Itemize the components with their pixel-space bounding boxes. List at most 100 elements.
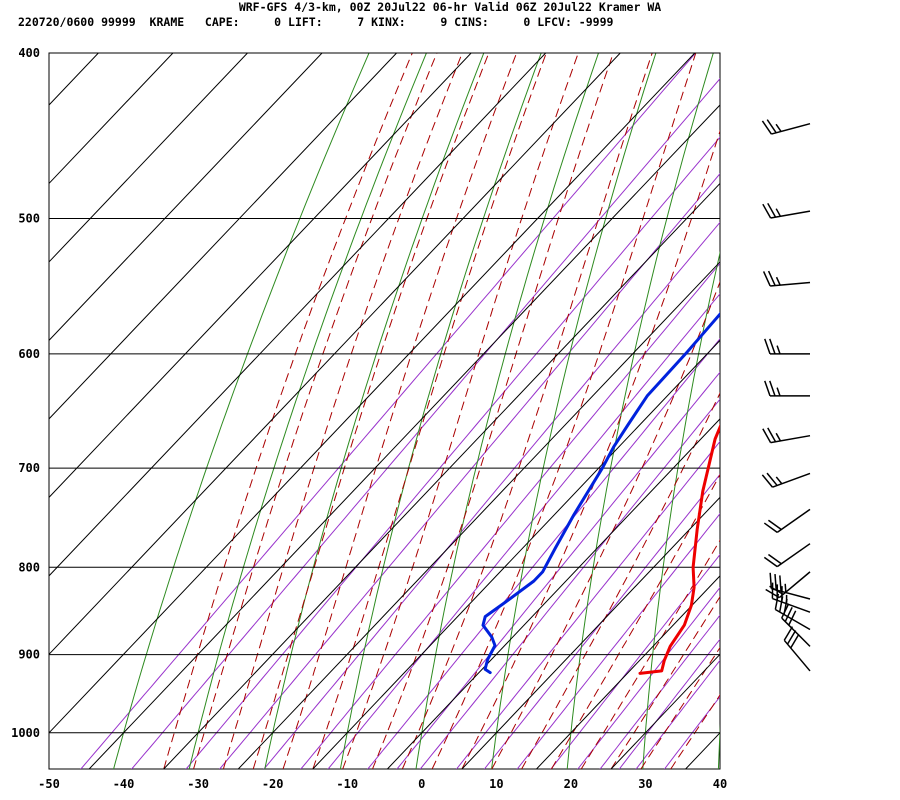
wind-barb-feather — [767, 270, 776, 286]
moist-adiabat — [342, 53, 579, 769]
y-tick-label: 1000 — [11, 726, 40, 740]
wind-barb — [774, 593, 811, 631]
wind-barb-feather — [790, 633, 800, 649]
grid-lines — [49, 53, 900, 769]
x-tick-label: -30 — [187, 777, 209, 791]
y-tick-label: 500 — [18, 212, 40, 226]
x-tick-label: 10 — [489, 777, 503, 791]
wind-barb-feather — [775, 276, 781, 286]
wind-barb-feather — [767, 553, 782, 565]
mixing-ratio-line — [185, 136, 720, 769]
mixing-ratio-line — [396, 371, 720, 769]
mixing-ratio-line — [327, 293, 720, 769]
wind-barb-feather — [769, 572, 773, 589]
wind-barb-feather — [784, 606, 793, 622]
x-tick-label: 40 — [713, 777, 727, 791]
mixing-ratio-line — [80, 53, 697, 769]
wind-barb — [765, 571, 811, 599]
dry-adiabats — [113, 34, 900, 776]
dry-adiabat — [717, 723, 720, 769]
mixing-ratio-line — [577, 586, 720, 769]
isotherm-line — [49, 53, 397, 420]
wind-barbs — [761, 119, 811, 672]
mixing-ratio-line — [483, 473, 720, 769]
wind-barb-feather — [767, 519, 782, 531]
moist-adiabat — [401, 53, 653, 769]
series-lines — [481, 311, 720, 675]
wind-barb-feather — [764, 380, 771, 397]
isotherm-line — [685, 732, 720, 769]
isotherm-line — [49, 53, 696, 734]
dewpoint-line — [481, 311, 720, 675]
wind-barb-feather — [769, 380, 776, 397]
wind-barb-feather — [763, 556, 778, 568]
chart-title: WRF-GFS 4/3-km, 00Z 20Jul22 06-hr Valid … — [238, 0, 662, 14]
mixing-ratio-line — [263, 221, 720, 769]
wind-barb — [762, 427, 811, 444]
isotherm-line — [461, 496, 720, 769]
dry-adiabat — [113, 53, 370, 769]
dry-adiabat — [869, 34, 900, 776]
moist-adiabat — [491, 280, 720, 769]
wind-barb-feather — [775, 208, 782, 217]
mixing-ratio-line — [663, 695, 720, 769]
chart-header: WRF-GFS 4/3-km, 00Z 20Jul22 06-hr Valid … — [0, 0, 900, 32]
y-tick-label: 700 — [18, 461, 40, 475]
mixing-ratio-line — [219, 172, 720, 769]
wind-barb-feather — [761, 474, 773, 488]
wind-barb-feather — [767, 427, 777, 443]
mixing-ratio-line — [516, 512, 720, 769]
moist-adiabat — [550, 473, 720, 769]
moist-adiabat — [640, 646, 720, 769]
wind-barb-shaft — [770, 210, 811, 219]
isotherm-line — [49, 53, 323, 342]
wind-barb-feather — [779, 575, 782, 592]
isotherm-line — [387, 418, 720, 769]
wind-barb-feather — [762, 271, 771, 287]
wind-barb-feather — [767, 202, 777, 218]
y-tick-label: 900 — [18, 648, 40, 662]
dry-adiabat — [566, 53, 714, 769]
moist-adiabat — [461, 129, 720, 769]
wind-barb-feather — [766, 119, 777, 134]
plot-border — [48, 52, 721, 770]
wind-barb-feather — [769, 338, 776, 355]
x-tick-label: -10 — [336, 777, 358, 791]
y-tick-label: 400 — [18, 46, 40, 60]
wind-barb — [764, 338, 810, 355]
wind-barb-feather — [763, 522, 778, 533]
x-tick-label: -40 — [113, 777, 135, 791]
wind-barb-feather — [786, 630, 797, 645]
moist-adiabat — [580, 539, 720, 769]
isotherm-line — [760, 53, 900, 769]
wind-barb — [762, 202, 811, 219]
wind-barb-shaft — [783, 639, 811, 672]
wind-barb-shaft — [781, 617, 811, 647]
wind-barb-feather — [765, 588, 780, 599]
plot-frame — [48, 52, 721, 770]
moist-adiabat — [193, 53, 438, 769]
wind-barb-feather — [769, 585, 784, 596]
mixing-ratio-line — [367, 337, 720, 769]
x-tick-label: 30 — [638, 777, 652, 791]
wind-barb-feather — [783, 626, 794, 641]
wind-barb-feather — [775, 432, 782, 442]
x-tick-label: -20 — [262, 777, 284, 791]
isotherm-line — [163, 182, 720, 769]
wind-barb-shaft — [772, 597, 811, 613]
mixing-ratio-line — [455, 440, 720, 769]
wind-barb — [764, 380, 810, 397]
sounding-indices: 220720/0600 99999 KRAME CAPE: 0 LIFT: 7 … — [18, 15, 614, 29]
wind-barb — [761, 472, 811, 488]
wind-barb-feather — [766, 472, 778, 486]
dry-adiabat — [794, 34, 890, 776]
wind-barb — [763, 543, 811, 568]
wind-barb — [761, 119, 811, 135]
dry-adiabat — [188, 53, 427, 769]
wind-barb-feather — [775, 476, 783, 485]
y-tick-label: 800 — [18, 560, 40, 574]
wind-barb-feather — [776, 345, 781, 355]
wind-barb-feather — [776, 387, 781, 397]
mixing-ratio-line — [635, 659, 720, 769]
